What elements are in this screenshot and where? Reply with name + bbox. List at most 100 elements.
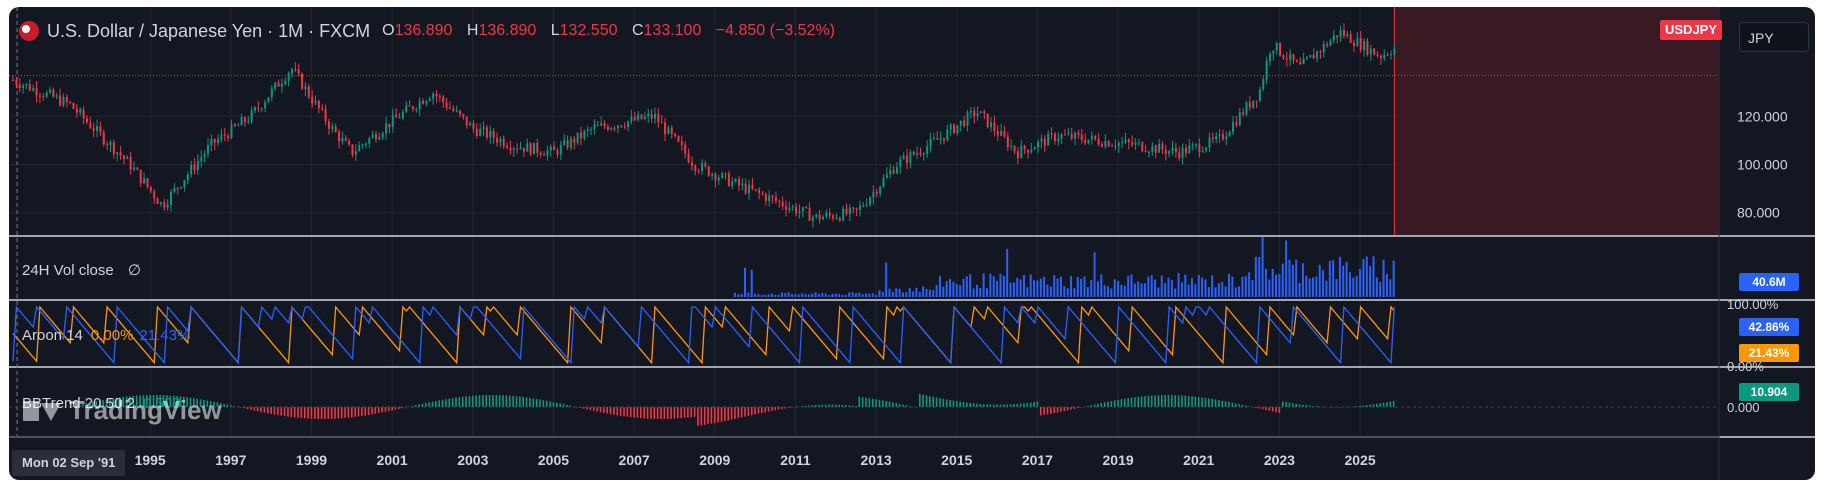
price-candle xyxy=(1336,35,1339,38)
price-candle xyxy=(1279,42,1282,56)
bbtrend-bar xyxy=(485,395,488,407)
volume-bar xyxy=(1073,288,1076,297)
price-candle xyxy=(818,214,821,220)
volume-bar xyxy=(1157,287,1160,297)
price-candle xyxy=(304,86,307,90)
volume-bar xyxy=(794,294,797,297)
volume-bar xyxy=(908,288,911,297)
volume-bar xyxy=(1335,278,1338,297)
price-candle xyxy=(52,90,55,97)
volume-bar xyxy=(1241,276,1244,297)
price-candle xyxy=(35,87,38,96)
close-value: 133.100 xyxy=(643,22,702,39)
bbtrend-bar xyxy=(303,407,306,419)
chart-canvas[interactable]: 80.000 100.000 120.000 100.00% 0.00% 0.000 199… xyxy=(9,7,1815,480)
bbtrend-bar xyxy=(1298,404,1301,407)
bbtrend-bar xyxy=(253,407,256,411)
volume-bar xyxy=(962,278,965,297)
price-candle xyxy=(1295,60,1298,62)
price-candle xyxy=(1248,102,1251,108)
bbtrend-bar xyxy=(1218,400,1220,407)
price-candle xyxy=(852,207,855,209)
volume-bar xyxy=(1389,279,1392,297)
price-candle xyxy=(1047,133,1050,146)
bbtrend-bar xyxy=(693,407,696,417)
price-candle xyxy=(875,191,878,194)
aroon-pane-label[interactable]: Aroon 14 0.00% 21.43% xyxy=(22,327,190,344)
volume-bar xyxy=(1029,274,1032,297)
price-candle xyxy=(630,116,633,122)
time-axis-tick: 2023 xyxy=(1264,452,1295,468)
price-candle xyxy=(499,138,502,143)
price-candle xyxy=(485,127,488,138)
price-candle xyxy=(297,69,300,74)
volume-bar xyxy=(1201,277,1204,297)
bbtrend-bar xyxy=(283,407,286,417)
volume-pane-label[interactable]: 24H Vol close ∅ xyxy=(22,261,141,279)
price-candle xyxy=(1121,142,1124,144)
symbol-title[interactable]: U.S. Dollar / Japanese Yen · 1M · FXCM xyxy=(47,20,371,41)
bbtrend-bar xyxy=(1090,405,1092,407)
bbtrend-bar xyxy=(1174,395,1177,407)
price-candle xyxy=(660,122,663,124)
bbtrend-bar xyxy=(1258,407,1261,409)
bbtrend-bar xyxy=(747,407,750,416)
bbtrend-bar xyxy=(1171,395,1173,407)
price-candle xyxy=(650,113,653,119)
bbtrend-bar xyxy=(992,404,995,407)
price-candle xyxy=(438,96,441,98)
chart-frame[interactable]: 80.000 100.000 120.000 100.00% 0.00% 0.000 199… xyxy=(9,7,1815,480)
volume-bar xyxy=(1322,270,1325,297)
volume-bar xyxy=(797,294,800,297)
bbtrend-bar xyxy=(1265,407,1267,411)
bbtrend-bar xyxy=(1147,395,1150,407)
bbtrend-bar xyxy=(589,407,592,411)
bbtrend-bar xyxy=(952,400,955,407)
volume-bar xyxy=(1174,288,1177,297)
bbtrend-bar xyxy=(277,407,279,416)
bbtrend-bar xyxy=(1043,407,1045,415)
volume-bar xyxy=(834,293,837,297)
volume-bar xyxy=(915,287,918,297)
price-candle xyxy=(620,125,623,127)
price-candle xyxy=(361,144,364,146)
bbtrend-bar xyxy=(683,407,686,418)
volume-bar xyxy=(1086,287,1089,297)
price-candle xyxy=(942,137,945,141)
price-candle xyxy=(109,142,112,146)
price-candle xyxy=(149,186,152,192)
price-candle xyxy=(532,142,535,155)
price-candle xyxy=(1322,43,1325,53)
price-candle xyxy=(761,192,764,195)
price-candle xyxy=(633,116,636,121)
bbtrend-bar xyxy=(441,399,444,407)
price-candle xyxy=(1087,139,1090,144)
bbtrend-bar xyxy=(848,405,851,407)
bbtrend-bar xyxy=(1292,403,1294,407)
price-candle xyxy=(939,137,942,140)
volume-bar xyxy=(804,294,807,297)
bbtrend-bar xyxy=(892,402,894,407)
bbtrend-bar xyxy=(545,400,548,407)
bbtrend-bar xyxy=(206,400,209,407)
bbtrend-bar xyxy=(293,407,296,418)
price-candle xyxy=(791,206,794,208)
price-candle xyxy=(119,152,122,156)
bbtrend-bar xyxy=(260,407,262,412)
bbtrend-bar xyxy=(109,398,111,407)
price-candle xyxy=(838,217,841,221)
volume-bar xyxy=(1301,263,1304,297)
volume-bar xyxy=(1130,274,1133,297)
price-candle xyxy=(385,123,388,134)
bbtrend-bar xyxy=(414,405,417,407)
volume-bar xyxy=(801,293,804,297)
bbtrend-bar xyxy=(851,405,854,407)
price-candle xyxy=(748,184,751,194)
symbol-search-box[interactable]: JPY xyxy=(1739,22,1809,52)
volume-bar xyxy=(1063,286,1066,297)
volume-bar xyxy=(777,295,780,297)
price-candle xyxy=(85,118,88,123)
bbtrend-bar xyxy=(324,407,326,419)
bbtrend-bar xyxy=(680,407,682,419)
price-candle xyxy=(479,128,482,136)
